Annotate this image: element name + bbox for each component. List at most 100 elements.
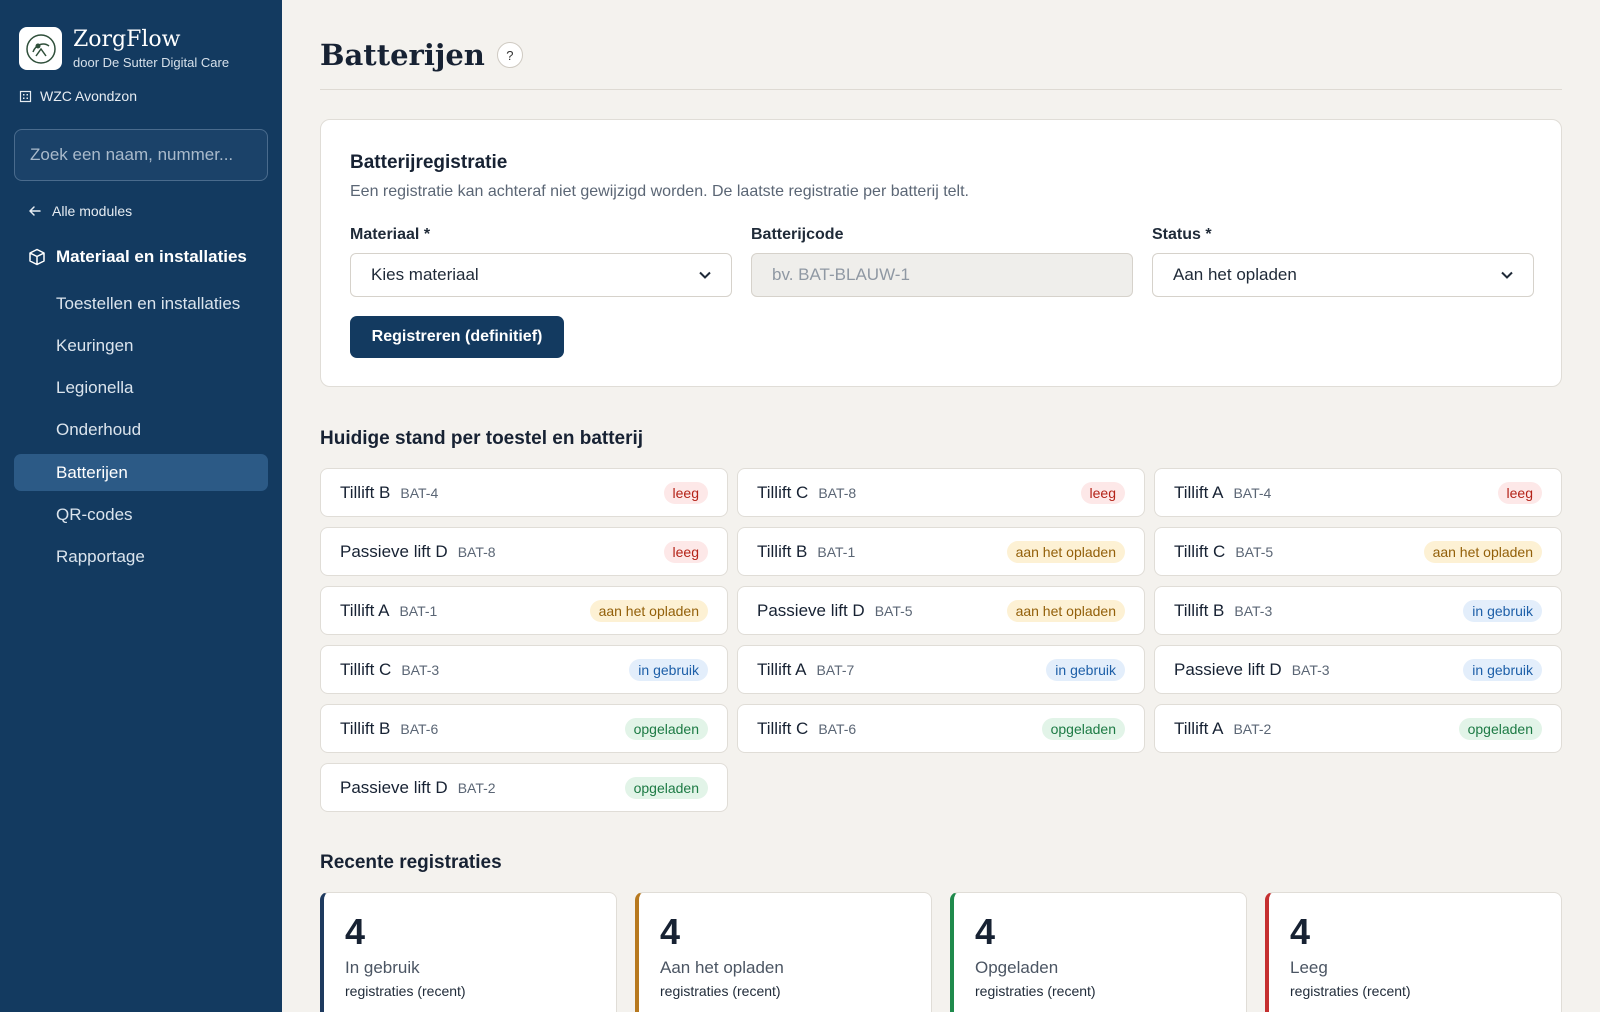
- status-badge: leeg: [663, 481, 708, 504]
- tile-code: BAT-3: [401, 661, 440, 678]
- sidebar-item-rapportage[interactable]: Rapportage: [56, 547, 145, 566]
- stat-sub: registraties (recent): [660, 983, 781, 999]
- stat-label: In gebruik: [345, 958, 420, 977]
- tile-code: BAT-2: [1233, 720, 1272, 737]
- stat-label: Aan het opladen: [660, 958, 784, 977]
- battery-tile[interactable]: Tillift C BAT-3 in gebruik: [320, 645, 728, 694]
- stat-card: 4 Leeg registraties (recent): [1265, 892, 1562, 1012]
- status-badge: opgeladen: [1041, 717, 1125, 740]
- status-badge: in gebruik: [1463, 599, 1542, 622]
- battery-tile[interactable]: Tillift A BAT-4 leeg: [1154, 468, 1562, 517]
- tile-device: Tillift C: [757, 482, 809, 502]
- battery-tile[interactable]: Tillift C BAT-8 leeg: [737, 468, 1145, 517]
- status-badge: in gebruik: [1046, 658, 1125, 681]
- sidebar-item-toestellen[interactable]: Toestellen en installaties: [56, 294, 241, 313]
- code-label: Batterijcode: [751, 226, 844, 243]
- tile-device: Tillift B: [1174, 600, 1225, 620]
- organization: WZC Avondzon: [19, 88, 137, 104]
- help-button[interactable]: ?: [496, 42, 523, 68]
- battery-tile[interactable]: Tillift B BAT-1 aan het opladen: [737, 527, 1145, 576]
- material-select[interactable]: Kies materiaal: [350, 253, 732, 297]
- code-input[interactable]: bv. BAT-BLAUW-1: [751, 253, 1133, 297]
- tile-code: BAT-5: [1235, 543, 1274, 560]
- status-badge: in gebruik: [1463, 658, 1542, 681]
- sidebar-item-keuringen[interactable]: Keuringen: [56, 336, 134, 355]
- sidebar-item-legionella[interactable]: Legionella: [56, 378, 134, 397]
- stat-count: 4: [1290, 911, 1311, 952]
- stat-label: Opgeladen: [975, 958, 1059, 977]
- brand[interactable]: ZorgFlow door De Sutter Digital Care: [19, 27, 229, 70]
- sidebar: ZorgFlow door De Sutter Digital Care WZC…: [0, 0, 282, 1012]
- battery-tile[interactable]: Tillift A BAT-1 aan het opladen: [320, 586, 728, 635]
- registration-card: Batterijregistratie Een registratie kan …: [320, 119, 1562, 387]
- stat-sub: registraties (recent): [1290, 983, 1411, 999]
- all-modules-label: Alle modules: [52, 203, 133, 219]
- title-divider: [320, 89, 1562, 90]
- tile-code: BAT-3: [1234, 602, 1273, 619]
- stat-count: 4: [975, 911, 996, 952]
- tile-device: Tillift A: [757, 659, 807, 679]
- tile-code: BAT-7: [816, 661, 855, 678]
- status-badge: aan het opladen: [1006, 599, 1125, 622]
- sidebar-item-onderhoud[interactable]: Onderhoud: [56, 420, 142, 439]
- page-title: Batterijen: [320, 38, 485, 72]
- status-select[interactable]: Aan het opladen: [1152, 253, 1534, 297]
- section-label: Materiaal en installaties: [56, 247, 247, 266]
- tile-code: BAT-6: [400, 720, 439, 737]
- brand-subtitle: door De Sutter Digital Care: [73, 55, 230, 70]
- section-materiaal[interactable]: Materiaal en installaties: [28, 247, 247, 267]
- battery-tile[interactable]: Passieve lift D BAT-8 leeg: [320, 527, 728, 576]
- tile-code: BAT-2: [457, 779, 496, 796]
- status-badge: aan het opladen: [1006, 540, 1125, 563]
- status-badge: leeg: [663, 540, 708, 563]
- all-modules-link[interactable]: Alle modules: [28, 203, 132, 219]
- tile-device: Tillift C: [757, 718, 809, 738]
- battery-tile[interactable]: Tillift A BAT-7 in gebruik: [737, 645, 1145, 694]
- stat-card: 4 Aan het opladen registraties (recent): [635, 892, 932, 1012]
- chevron-down-icon: [1501, 271, 1513, 279]
- tile-device: Tillift B: [340, 718, 391, 738]
- status-badge: opgeladen: [1458, 717, 1542, 740]
- battery-tile[interactable]: Tillift B BAT-6 opgeladen: [320, 704, 728, 753]
- tile-device: Tillift B: [757, 541, 808, 561]
- status-badge: aan het opladen: [589, 599, 708, 622]
- sidebar-item-qr-codes[interactable]: QR-codes: [56, 505, 133, 524]
- register-button[interactable]: Registreren (definitief): [350, 316, 564, 358]
- stat-card: 4 Opgeladen registraties (recent): [950, 892, 1247, 1012]
- tile-device: Tillift A: [1174, 482, 1224, 502]
- stat-label: Leeg: [1290, 958, 1328, 977]
- tile-device: Passieve lift D: [340, 541, 448, 561]
- registration-description: Een registratie kan achteraf niet gewijz…: [350, 183, 969, 200]
- battery-tile[interactable]: Tillift C BAT-6 opgeladen: [737, 704, 1145, 753]
- brand-name: ZorgFlow: [73, 27, 181, 52]
- battery-tile[interactable]: Tillift A BAT-2 opgeladen: [1154, 704, 1562, 753]
- battery-tile[interactable]: Passieve lift D BAT-3 in gebruik: [1154, 645, 1562, 694]
- battery-tile[interactable]: Tillift B BAT-4 leeg: [320, 468, 728, 517]
- battery-tile[interactable]: Tillift C BAT-5 aan het opladen: [1154, 527, 1562, 576]
- tile-code: BAT-4: [400, 484, 439, 501]
- tile-device: Tillift C: [340, 659, 392, 679]
- registration-title: Batterijregistratie: [350, 152, 508, 173]
- tile-code: BAT-4: [1233, 484, 1272, 501]
- status-badge: opgeladen: [624, 717, 708, 740]
- arrow-left-icon: [29, 206, 41, 216]
- tile-device: Passieve lift D: [757, 600, 865, 620]
- tile-code: BAT-1: [817, 543, 856, 560]
- tile-code: BAT-3: [1291, 661, 1330, 678]
- tile-code: BAT-6: [818, 720, 857, 737]
- search-input[interactable]: [14, 129, 268, 181]
- tile-device: Passieve lift D: [1174, 659, 1282, 679]
- battery-tile[interactable]: Passieve lift D BAT-2 opgeladen: [320, 763, 728, 812]
- status-badge: opgeladen: [624, 776, 708, 799]
- tile-code: BAT-8: [457, 543, 496, 560]
- battery-tile[interactable]: Tillift B BAT-3 in gebruik: [1154, 586, 1562, 635]
- tile-device: Tillift B: [340, 482, 391, 502]
- material-label: Materiaal *: [350, 226, 431, 243]
- battery-tile[interactable]: Passieve lift D BAT-5 aan het opladen: [737, 586, 1145, 635]
- sidebar-item-batterijen[interactable]: Batterijen: [14, 454, 268, 491]
- tile-device: Passieve lift D: [340, 777, 448, 797]
- tile-device: Tillift A: [340, 600, 390, 620]
- tile-code: BAT-8: [818, 484, 857, 501]
- stat-sub: registraties (recent): [345, 983, 466, 999]
- recent-title: Recente registraties: [320, 852, 502, 873]
